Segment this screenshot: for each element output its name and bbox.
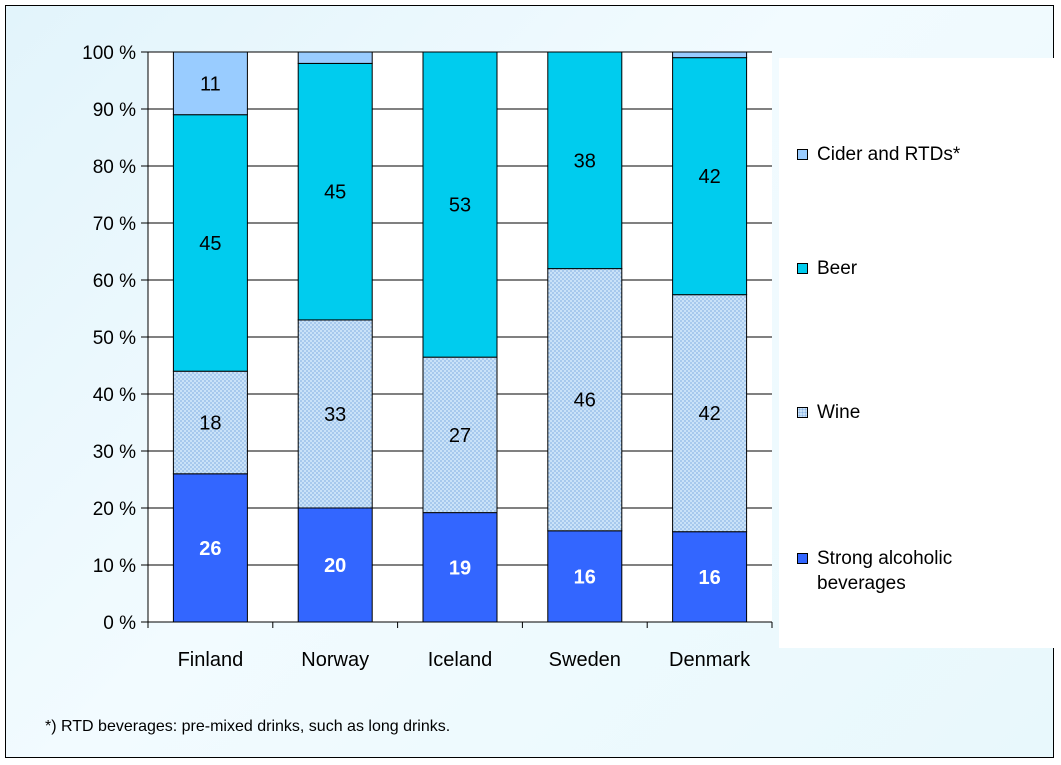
bar-segment-sweden-strong-alcoholic-beverages: [547, 530, 623, 623]
y-tick-label: 70 %: [93, 214, 136, 235]
y-tick-label: 90 %: [93, 100, 136, 121]
data-label: 20: [324, 555, 346, 577]
bar-segment-iceland-beer: [422, 51, 498, 358]
data-label: 42: [698, 166, 720, 188]
x-category-label: Iceland: [428, 649, 493, 671]
data-label: 27: [449, 425, 471, 447]
y-tick-label: 60 %: [93, 271, 136, 292]
data-label: 38: [574, 150, 596, 172]
y-tick-label: 30 %: [93, 442, 136, 463]
bar-segment-iceland-strong-alcoholic-beverages: [422, 512, 498, 623]
data-label: 19: [449, 557, 471, 579]
legend-swatch: [797, 553, 808, 564]
data-label: 45: [199, 233, 221, 255]
bar-segment-denmark-strong-alcoholic-beverages: [672, 531, 748, 623]
stacked-bar-chart: 0 % 10 % 20 % 30 % 40 % 50 % 60 % 70 % 80 % 90 % 1…: [82, 43, 773, 671]
bar-segment-norway-cider-and-rtds: [297, 51, 373, 64]
data-label: 18: [199, 413, 221, 435]
legend-swatch: [797, 149, 808, 160]
bar-segment-norway-beer: [297, 62, 373, 321]
legend-label: Strong alcoholic beverages: [817, 548, 953, 594]
data-label: 53: [449, 195, 471, 217]
bar-segment-finland-beer: [172, 114, 248, 372]
bar-segment-sweden-wine: [547, 268, 623, 532]
data-label: 16: [698, 567, 720, 589]
legend-swatch: [797, 407, 808, 418]
data-labels: 26 18 45 11 20 33 45 19 27 53 16 46 38 16 42 42: [199, 73, 720, 589]
bar-segment-denmark-cider-and-rtds: [672, 51, 748, 59]
data-label: 26: [199, 538, 221, 560]
y-tick-label: 50 %: [93, 328, 136, 349]
bar-segment-finland-strong-alcoholic-beverages: [172, 473, 248, 623]
axes: 0 % 10 % 20 % 30 % 40 % 50 % 60 % 70 % 80 % 90 % 1…: [82, 43, 773, 671]
y-tick-label: 20 %: [93, 499, 136, 520]
legend-label: Beer: [817, 258, 858, 279]
bar-segment-denmark-wine: [672, 294, 748, 533]
footnote: *) RTD beverages: pre-mixed drinks, such…: [45, 718, 451, 735]
y-tick-label: 40 %: [93, 385, 136, 406]
bar-segment-sweden-beer: [547, 51, 623, 270]
x-category-label: Norway: [301, 649, 369, 671]
data-label: 33: [324, 404, 346, 426]
chart-frame: 0 % 10 % 20 % 30 % 40 % 50 % 60 % 70 % 80 % 90 % 1…: [5, 5, 1055, 758]
y-tick-label: 80 %: [93, 157, 136, 178]
data-label: 11: [200, 73, 221, 95]
bar-segment-norway-strong-alcoholic-beverages: [297, 507, 373, 623]
y-tick-label: 10 %: [93, 556, 136, 577]
data-label: 16: [574, 566, 596, 588]
data-label: 45: [324, 182, 346, 204]
legend: Cider and RTDs* Beer Wine Strong alcoholic …: [779, 58, 1055, 648]
x-category-label: Finland: [178, 649, 244, 671]
data-label: 42: [698, 403, 720, 425]
bar-segment-finland-cider-and-rtds: [172, 51, 248, 116]
y-tick-label: 0 %: [103, 613, 136, 634]
bar-segment-iceland-wine: [422, 356, 498, 514]
legend-label: Wine: [817, 402, 861, 423]
data-label: 46: [574, 390, 596, 412]
legend-label: Cider and RTDs*: [817, 144, 961, 165]
legend-swatch: [797, 263, 808, 274]
bars: [172, 51, 748, 623]
x-category-label: Sweden: [549, 649, 621, 671]
bar-segment-norway-wine: [297, 319, 373, 509]
x-category-label: Denmark: [669, 649, 751, 671]
bar-segment-finland-wine: [172, 370, 248, 475]
y-tick-label: 100 %: [82, 43, 136, 64]
